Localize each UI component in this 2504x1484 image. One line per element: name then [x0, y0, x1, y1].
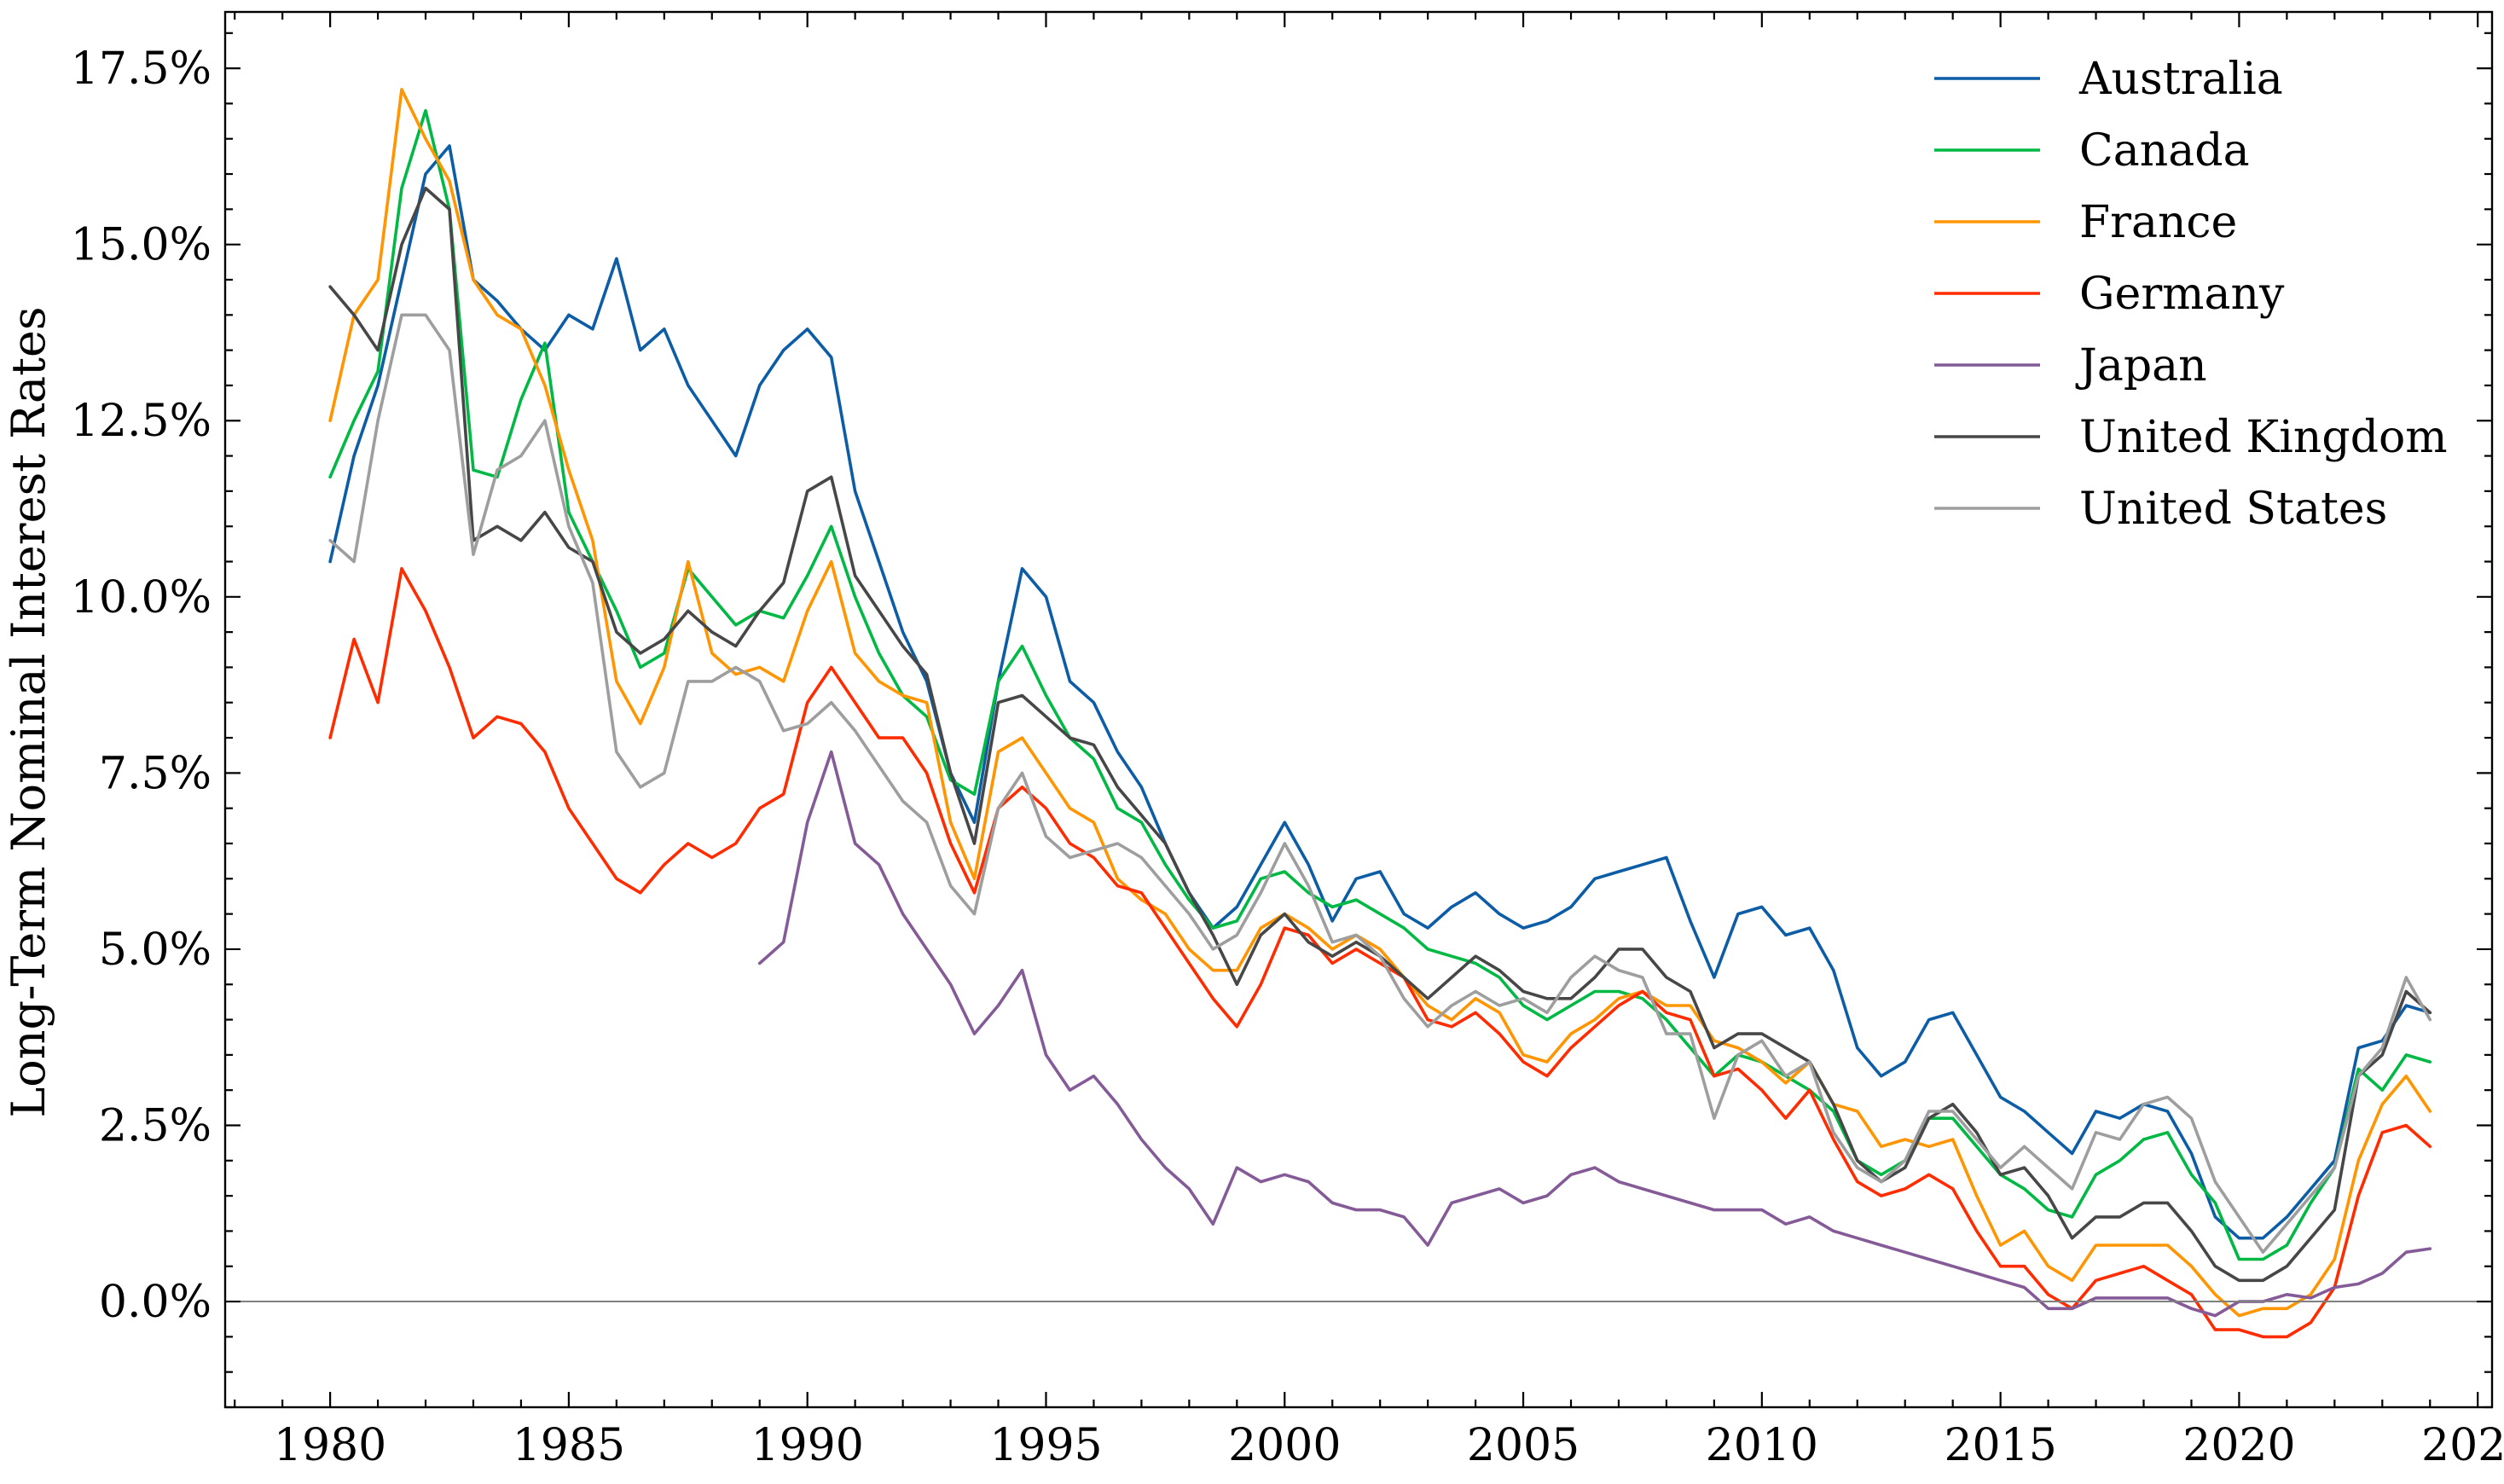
legend-entry: Germany — [1934, 269, 2285, 320]
legend-label: Canada — [2079, 125, 2250, 177]
legend-entry: Canada — [1934, 125, 2250, 177]
y-axis-tick-labels: 0.0% 2.5% 5.0% 7.5% 10.0% 12.5% 15.0% 17.5% — [71, 43, 212, 1328]
series-line-germany — [328, 566, 2432, 1339]
legend-label: Australia — [2078, 54, 2283, 105]
series-line-australia — [328, 144, 2432, 1240]
legend-entry: United States — [1934, 484, 2387, 535]
axis-ticks — [225, 12, 2492, 1409]
series-line-japan — [757, 750, 2432, 1318]
legend-label: Germany — [2079, 269, 2285, 320]
x-tick-label: 1985 — [513, 1420, 625, 1471]
legend-entry: France — [1934, 197, 2237, 248]
series-line-france — [328, 88, 2432, 1318]
legend: Australia Canada France Germany Japan United … — [1934, 54, 2448, 535]
series-line-united-states — [328, 313, 2432, 1254]
x-tick-label: 2010 — [1706, 1420, 1818, 1471]
y-tick-label: 10.0% — [71, 572, 212, 623]
x-tick-label: 2025 — [2421, 1420, 2504, 1471]
x-tick-label: 1995 — [989, 1420, 1102, 1471]
legend-label: United Kingdom — [2079, 412, 2448, 463]
y-tick-label: 7.5% — [99, 748, 212, 799]
x-tick-label: 1990 — [751, 1420, 864, 1471]
y-axis-label: Long-Term Nominal Interest Rates — [2, 306, 55, 1117]
x-tick-label: 2005 — [1467, 1420, 1579, 1471]
y-tick-label: 5.0% — [99, 925, 212, 976]
x-tick-label: 2000 — [1228, 1420, 1341, 1471]
x-tick-label: 2015 — [1944, 1420, 2056, 1471]
legend-label: United States — [2079, 484, 2387, 535]
legend-label: Japan — [2075, 340, 2207, 391]
series-layer — [328, 88, 2432, 1339]
plot-frame — [223, 10, 2494, 1409]
y-tick-label: 17.5% — [71, 43, 212, 95]
y-tick-label: 12.5% — [71, 396, 212, 447]
legend-entry: Australia — [1934, 54, 2283, 105]
y-tick-label: 15.0% — [71, 220, 212, 271]
x-axis-tick-labels: 1980 1985 1990 1995 2000 2005 2010 2015 2020 2025 — [274, 1420, 2504, 1471]
x-tick-label: 2020 — [2182, 1420, 2295, 1471]
x-tick-label: 1980 — [274, 1420, 386, 1471]
y-tick-label: 0.0% — [99, 1277, 212, 1328]
legend-label: France — [2079, 197, 2237, 248]
legend-entry: Japan — [1934, 340, 2207, 391]
y-tick-label: 2.5% — [99, 1100, 212, 1151]
legend-entry: United Kingdom — [1934, 412, 2448, 463]
